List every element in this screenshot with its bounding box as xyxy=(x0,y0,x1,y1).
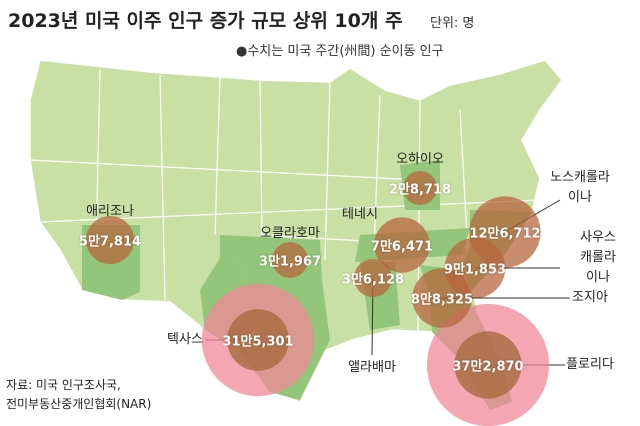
bubble xyxy=(353,258,393,298)
source: 자료: 미국 인구조사국, 전미부동산중개인협회(NAR) xyxy=(6,376,151,414)
state-name: 조지아 xyxy=(572,290,608,305)
value-label: 5만7,814 xyxy=(78,234,142,250)
bubble xyxy=(85,215,135,265)
value-label: 3만6,128 xyxy=(341,272,405,288)
source-line: 전미부동산중개인협회(NAR) xyxy=(6,397,152,411)
bubble xyxy=(412,268,472,328)
value-label: 12만6,712 xyxy=(469,226,541,242)
state-name: 애리조나 xyxy=(86,204,134,219)
bubble-core xyxy=(227,309,289,371)
value-label: 3만1,967 xyxy=(258,254,322,270)
value-label: 31만5,301 xyxy=(222,334,294,350)
value-label: 7만6,471 xyxy=(370,239,434,255)
note: ●수치는 미국 주간(州間) 순이동 인구 xyxy=(236,44,444,59)
value-label: 9만1,853 xyxy=(443,262,507,278)
bubble-core xyxy=(454,331,522,399)
bubble xyxy=(403,171,437,205)
state-name: 노스캐롤라이나 xyxy=(550,170,610,205)
state-name: 오하이오 xyxy=(396,152,444,167)
unit: 단위: 명 xyxy=(430,16,475,31)
state-name: 앨라배마 xyxy=(348,360,396,375)
value-label: 8만8,325 xyxy=(410,292,474,308)
state-name: 오클라호마 xyxy=(260,226,320,241)
value-label: 2만8,718 xyxy=(388,182,452,198)
state-name: 텍사스 xyxy=(167,332,203,347)
state-borders xyxy=(29,69,541,331)
state-name: 플로리다 xyxy=(566,357,614,372)
state-name: 테네시 xyxy=(342,207,378,222)
value-label: 37만2,870 xyxy=(452,359,524,375)
source-line: 자료: 미국 인구조사국, xyxy=(6,378,121,392)
state-name: 사우스 캐롤라이나 xyxy=(580,230,616,285)
bubble xyxy=(272,242,308,278)
title: 2023년 미국 이주 인구 증가 규모 상위 10개 주 xyxy=(8,10,403,32)
bubble xyxy=(374,217,430,273)
